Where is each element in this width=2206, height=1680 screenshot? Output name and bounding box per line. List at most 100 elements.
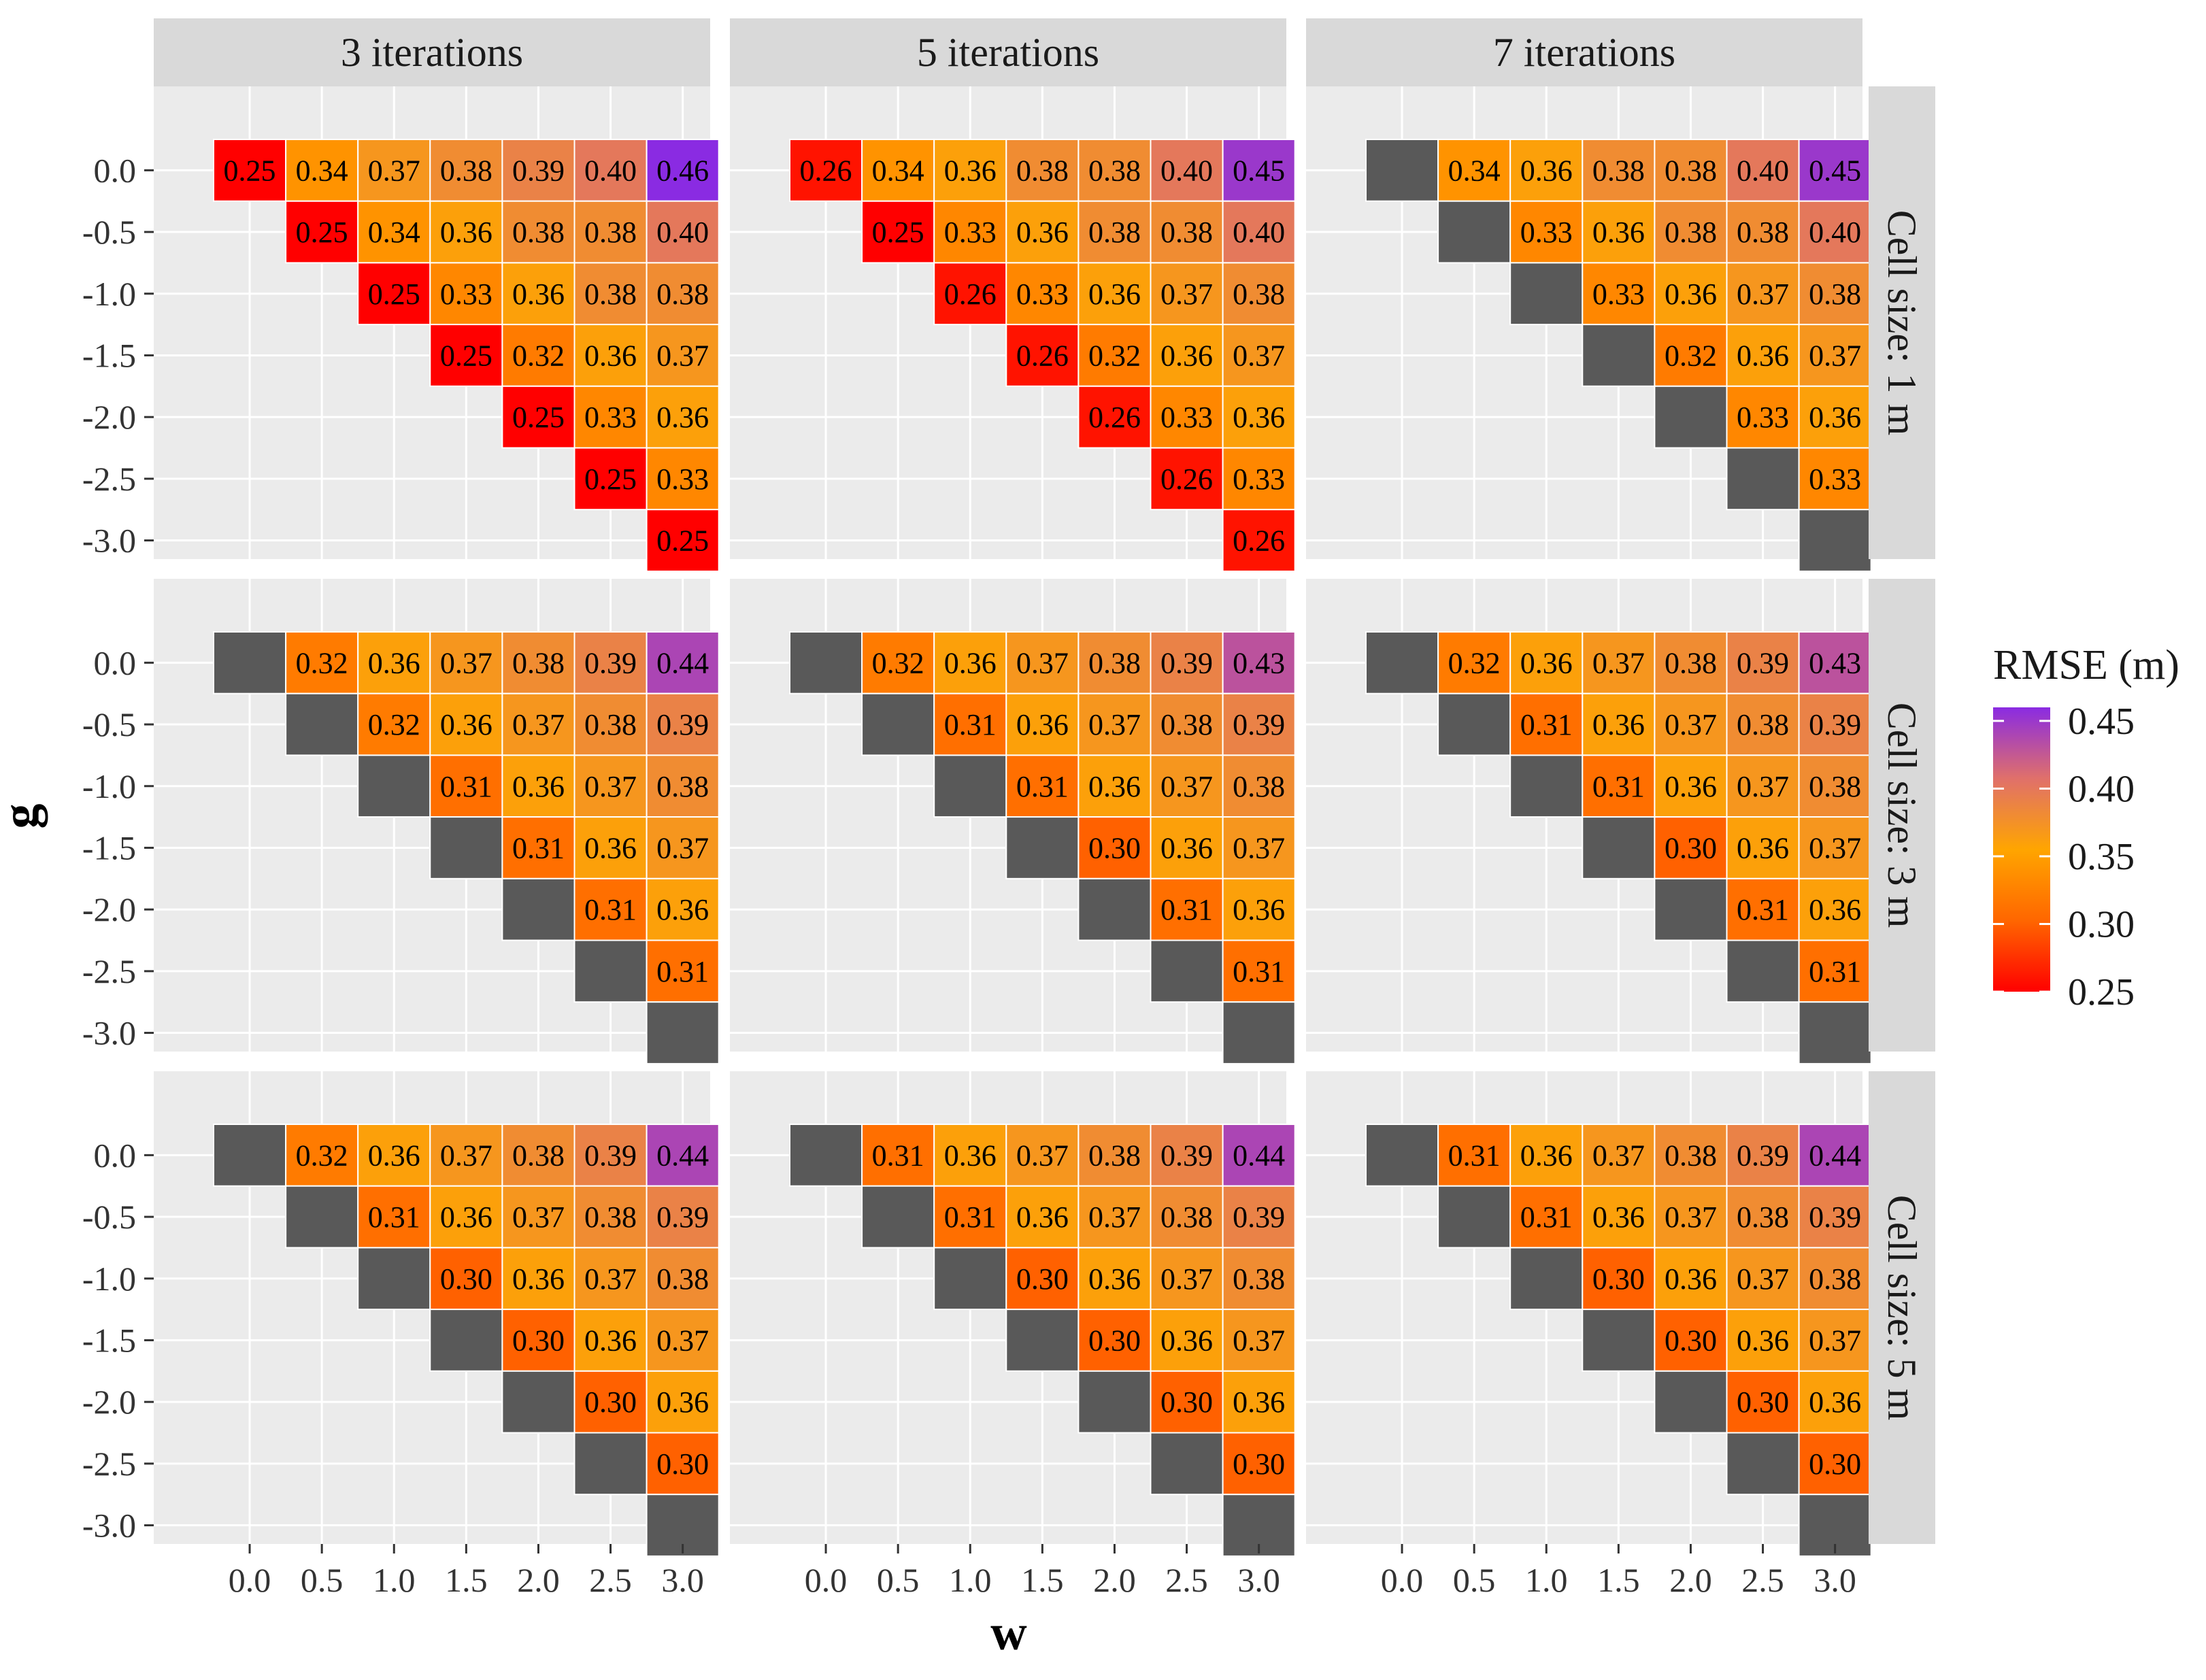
cell-value-label: 0.36 [584,1324,637,1357]
row-strip: Cell size: 5 m [1869,1071,1935,1544]
cell-value-label: 0.36 [1016,1200,1069,1234]
heatmap-cell-na [789,1124,863,1187]
x-tick-label: 3.0 [1237,1561,1280,1599]
cell-value-label: 0.38 [1809,770,1861,803]
heatmap-cell [1222,324,1296,387]
heatmap-cell [933,200,1007,264]
heatmap-cell [1726,631,1800,694]
cell-value-label: 0.36 [1088,770,1141,803]
heatmap-cell [1150,1309,1224,1372]
heatmap-cell [646,1185,720,1249]
row-strip-background [1869,579,1935,1052]
cell-value-label: 0.26 [944,278,997,311]
facet-panel: 0.32 0.36 0.37 0.38 0.39 0.43 0.31 0.36 0.37 0.38… [730,579,1296,1064]
heatmap-cell [1726,877,1800,941]
heatmap-cell [285,139,359,202]
y-tick-label: -0.5 [82,705,136,743]
facet-panel: 0.31 0.36 0.37 0.38 0.39 0.44 0.31 0.36 0.37 0.38… [1306,1071,1872,1557]
heatmap-cell [1798,631,1872,694]
cell-value-label: 0.30 [440,1262,492,1296]
cell-value-label: 0.38 [1088,1139,1141,1172]
x-tick-label: 2.5 [1165,1561,1208,1599]
cell-value-label: 0.30 [584,1385,637,1419]
heatmap-cell [1222,447,1296,511]
heatmap-cell [933,139,1007,202]
x-tick-label: 3.0 [1814,1561,1856,1599]
heatmap-cell [1222,139,1296,202]
heatmap-cell-na [1005,816,1080,879]
facet-panel: 0.25 0.34 0.37 0.38 0.39 0.40 0.46 0.25 0.34 0.36… [154,86,720,572]
heatmap-cell-na [573,1432,648,1496]
cell-value-label: 0.38 [1665,646,1717,679]
heatmap-cell [1654,754,1728,818]
heatmap-cell [1222,1309,1296,1372]
cell-value-label: 0.36 [1160,831,1213,864]
cell-value-label: 0.31 [1160,893,1213,926]
legend-title: RMSE (m) [1993,642,2179,688]
heatmap-cell [1005,754,1080,818]
heatmap-cell-na [1726,939,1800,1003]
cell-value-label: 0.30 [1592,1262,1645,1296]
heatmap-cell-na [357,1247,431,1311]
heatmap-cell [789,139,863,202]
cell-value-label: 0.25 [368,278,420,311]
heatmap-cell [1150,262,1224,326]
heatmap-cell [285,631,359,694]
heatmap-cell [1509,1124,1584,1187]
heatmap-cell [573,1185,648,1249]
x-tick-label: 0.0 [1381,1561,1424,1599]
heatmap-cell [1150,447,1224,511]
x-tick-label: 2.0 [517,1561,560,1599]
heatmap-cell [1222,816,1296,879]
cell-value-label: 0.34 [296,154,348,187]
heatmap-cell [501,385,575,449]
heatmap-cell [1150,1370,1224,1434]
heatmap-cell [1222,1247,1296,1311]
cell-value-label: 0.33 [1520,216,1573,249]
cell-value-label: 0.37 [1160,1262,1213,1296]
heatmap-cell [429,324,503,387]
heatmap-cell-na [429,1309,503,1372]
cell-value-label: 0.37 [1233,831,1285,864]
cell-value-label: 0.37 [1665,708,1717,741]
y-tick-label: -1.0 [82,275,136,313]
heatmap-cell [1150,692,1224,756]
cell-value-label: 0.37 [1592,1139,1645,1172]
cell-value-label: 0.37 [512,1200,565,1234]
cell-value-label: 0.38 [584,278,637,311]
cell-value-label: 0.25 [224,154,276,187]
column-strip-background [730,18,1286,86]
cell-value-label: 0.30 [1088,1324,1141,1357]
heatmap-cell [213,139,287,202]
cell-value-label: 0.36 [440,216,492,249]
legend-tick-label: 0.25 [2068,971,2135,1013]
y-tick-label: 0.0 [94,1136,137,1174]
cell-value-label: 0.39 [1809,1200,1861,1234]
cell-value-label: 0.37 [1592,646,1645,679]
cell-value-label: 0.25 [512,401,565,434]
cell-value-label: 0.37 [1809,831,1861,864]
cell-value-label: 0.38 [1233,770,1285,803]
heatmap-cell [1150,631,1224,694]
cell-value-label: 0.36 [656,401,709,434]
heatmap-cell [646,816,720,879]
cell-value-label: 0.39 [656,1200,709,1234]
cell-value-label: 0.38 [656,278,709,311]
heatmap-cell [1077,1124,1152,1187]
heatmap-cell [646,1432,720,1496]
y-tick-label: -1.5 [82,336,136,374]
cell-value-label: 0.31 [1592,770,1645,803]
cell-value-label: 0.25 [440,339,492,372]
y-tick-label: -3.0 [82,1014,136,1052]
column-strip-label: 7 iterations [1493,30,1675,75]
cell-value-label: 0.38 [1088,216,1141,249]
row-strip-label: Cell size: 5 m [1879,1195,1924,1421]
heatmap-cell [573,447,648,511]
cell-value-label: 0.34 [872,154,924,187]
facet-panel: 0.26 0.34 0.36 0.38 0.38 0.40 0.45 0.25 0.33 0.36… [730,86,1296,572]
heatmap-cell [429,1124,503,1187]
cell-value-label: 0.37 [1737,770,1789,803]
cell-value-label: 0.39 [1737,646,1789,679]
cell-value-label: 0.38 [1088,154,1141,187]
heatmap-cell-na [1150,1432,1224,1496]
